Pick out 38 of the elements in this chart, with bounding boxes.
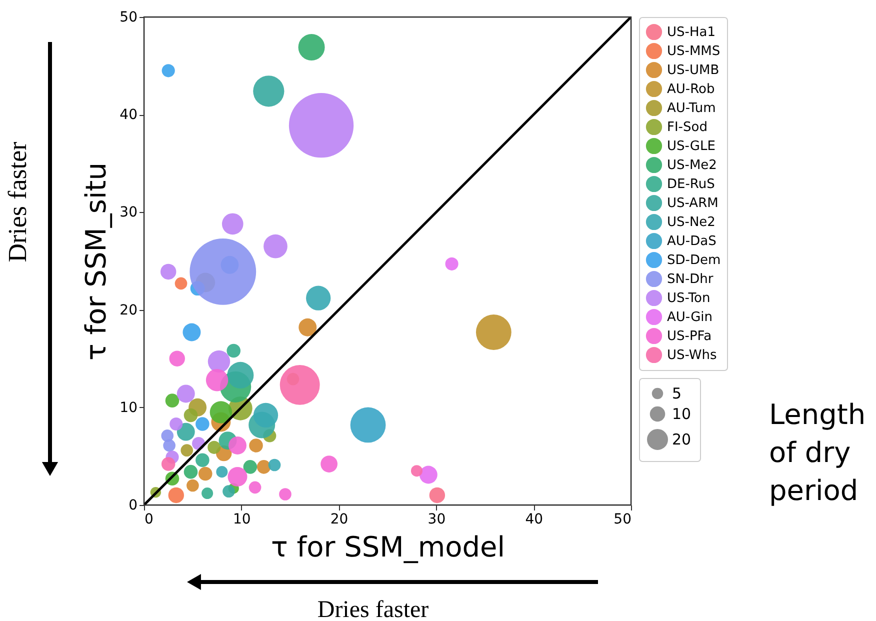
legend-label: 10 [672, 405, 692, 423]
legend-label: SD-Dem [667, 253, 721, 268]
y-tick-label: 10 [120, 400, 138, 416]
legend-label: 20 [672, 430, 692, 448]
legend-label: US-Ha1 [667, 25, 716, 40]
legend-label: US-Me2 [667, 158, 717, 173]
x-tick-label: 30 [428, 512, 446, 528]
y-tick-label: 40 [120, 107, 138, 124]
x-tick-label: 50 [614, 512, 632, 528]
text: Dries faster [317, 597, 429, 621]
y-axis-title: τ for SSM_situ [80, 162, 113, 360]
legend-label: US-Whs [667, 348, 718, 363]
legend-label: US-Ton [667, 291, 710, 306]
x-tick-label: 0 [144, 512, 154, 528]
legend-label: AU-Tum [667, 101, 716, 116]
x-axis-title: τ for SSM_model [270, 530, 506, 564]
legend-label: US-UMB [667, 63, 720, 78]
text: Length of dry period [769, 398, 866, 507]
text: Dries faster [3, 141, 32, 262]
x-tick-label: 10 [232, 512, 251, 528]
legend-label: AU-Gin [667, 310, 712, 325]
y-tick-label: 0 [128, 498, 138, 514]
legend-label: 5 [672, 384, 682, 402]
y-tick-label: 20 [120, 302, 138, 318]
x-tick-label: 20 [330, 512, 348, 528]
legend-label: US-MMS [667, 44, 720, 59]
legend-label: DE-RuS [667, 177, 715, 192]
y-tick-label: 30 [120, 204, 138, 221]
legend-label: US-GLE [667, 139, 716, 154]
legend-label: US-ARM [667, 196, 718, 211]
legend-label: US-PFa [667, 329, 712, 344]
y-tick-label: 50 [120, 10, 138, 26]
legend-label: US-Ne2 [667, 215, 716, 230]
legend-label: AU-DaS [667, 234, 716, 249]
legend-label: AU-Rob [667, 82, 715, 97]
x-tick-label: 40 [525, 512, 544, 528]
legend-label: SN-Dhr [667, 272, 714, 287]
legend-label: FI-Sod [667, 120, 708, 135]
